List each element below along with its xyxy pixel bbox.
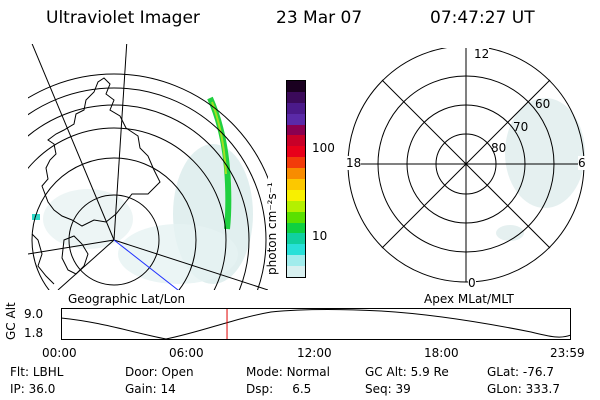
colorbar-swatch (287, 135, 305, 147)
terminator-line (113, 239, 179, 290)
colorbar-swatch (287, 179, 305, 190)
auroral-glow (43, 189, 133, 249)
colorbar-swatch (287, 266, 305, 278)
door-value: Open (161, 365, 194, 379)
timeline-xtick-0000: 00:00 (42, 346, 77, 360)
colorbar-swatch (287, 91, 305, 103)
footer-glat: GLat: -76.7 (487, 365, 554, 379)
mlat-label-60: 60 (535, 97, 551, 111)
colorbar-gradient (287, 81, 305, 278)
glat-label: GLat: (487, 365, 520, 379)
footer-seq: Seq: 39 (365, 382, 411, 396)
timeline-xtick-2359: 23:59 (550, 346, 585, 360)
timeline-xtick-1800: 18:00 (424, 346, 459, 360)
footer-door: Door: Open (125, 365, 194, 379)
auroral-glow (496, 225, 524, 241)
footer-ip: IP: 36.0 (10, 382, 55, 396)
orbit-timeline (61, 308, 571, 340)
coastline (31, 233, 55, 285)
mlt-label-12: 12 (474, 47, 490, 61)
mlt-label-0: 0 (468, 276, 476, 290)
colorbar-swatch (287, 233, 305, 245)
time-label: 07:47:27 UT (430, 8, 535, 28)
glon-value: 333.7 (525, 382, 560, 396)
geographic-map (28, 44, 268, 290)
timeline-ylabel: GC Alt (4, 302, 18, 340)
mlt-label-6: 6 (578, 156, 586, 170)
footer-dsp: Dsp: 6.5 (246, 382, 311, 396)
auroral-spot (32, 214, 40, 220)
seq-label: Seq: (365, 382, 392, 396)
glat-value: -76.7 (522, 365, 554, 379)
ip-label: IP: (10, 382, 25, 396)
colorbar (286, 80, 306, 278)
seq-value: 39 (395, 382, 411, 396)
gcalt-label: GC Alt: (365, 365, 407, 379)
footer-gcalt: GC Alt: 5.9 Re (365, 365, 449, 379)
ip-value: 36.0 (28, 382, 56, 396)
colorbar-swatch (287, 168, 305, 180)
mlt-label-18: 18 (346, 156, 362, 170)
colorbar-swatch (287, 200, 305, 212)
colorbar-swatch (287, 124, 305, 136)
colorbar-swatch (287, 146, 305, 158)
door-label: Door: (125, 365, 158, 379)
timeline-xtick-1200: 12:00 (297, 346, 332, 360)
timeline-ytick-high: 9.0 (24, 307, 44, 321)
colorbar-swatch (287, 222, 305, 234)
mode-label: Mode: (246, 365, 283, 379)
orbit-altitude-curve (61, 309, 571, 340)
colorbar-swatch (287, 81, 305, 92)
mode-value: Normal (286, 365, 330, 379)
timeline-xtick-0600: 06:00 (169, 346, 204, 360)
gcalt-value: 5.9 Re (410, 365, 449, 379)
timeline-ytick-low: 1.8 (24, 326, 44, 340)
geographic-map-label: Geographic Lat/Lon (68, 292, 186, 306)
auroral-glow (505, 98, 585, 208)
colorbar-unit-label: photon cm⁻²s⁻¹ (265, 182, 279, 275)
colorbar-swatch (287, 189, 305, 201)
colorbar-tick-100: 100 (312, 141, 335, 155)
mlat-label-70: 70 (513, 120, 529, 134)
footer-glon: GLon: 333.7 (487, 382, 560, 396)
coastline (61, 235, 89, 275)
instrument-title: Ultraviolet Imager (46, 8, 200, 28)
date-label: 23 Mar 07 (276, 8, 363, 28)
colorbar-swatch (287, 244, 305, 256)
footer-mode: Mode: Normal (246, 365, 330, 379)
colorbar-swatch (287, 255, 305, 267)
footer-gain: Gain: 14 (125, 382, 176, 396)
apex-map-label: Apex MLat/MLT (424, 292, 514, 306)
colorbar-swatch (287, 102, 305, 114)
flt-label: Flt: (10, 365, 29, 379)
flt-value: LBHL (32, 365, 64, 379)
colorbar-swatch (287, 211, 305, 223)
colorbar-tick-10: 10 (312, 229, 328, 243)
coastline (41, 77, 161, 227)
glon-label: GLon: (487, 382, 522, 396)
dsp-label: Dsp: (246, 382, 274, 396)
colorbar-swatch (287, 113, 305, 125)
gain-label: Gain: (125, 382, 157, 396)
colorbar-swatch (287, 157, 305, 169)
dsp-value: 6.5 (292, 382, 312, 396)
polar-mlt-plot (347, 48, 585, 283)
footer-flt: Flt: LBHL (10, 365, 63, 379)
mlat-label-80: 80 (491, 141, 507, 155)
gain-value: 14 (160, 382, 176, 396)
